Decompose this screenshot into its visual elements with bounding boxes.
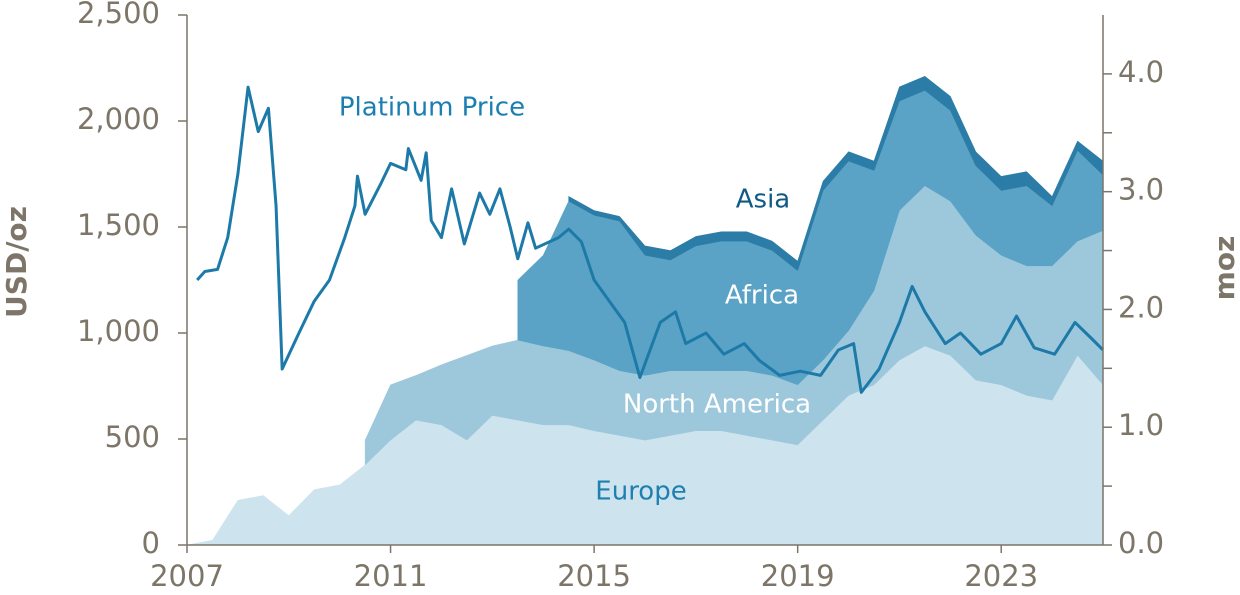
y-tick-label: 1,500 <box>77 208 160 242</box>
x-tick-label: 2011 <box>354 559 428 593</box>
x-tick-label: 2019 <box>761 559 835 593</box>
series-label: Platinum Price <box>339 93 525 123</box>
series-label: Asia <box>736 185 791 215</box>
series-label: Europe <box>595 477 686 507</box>
series-label: North America <box>623 390 811 420</box>
y2-axis-title: moz <box>1208 236 1240 301</box>
series-label: Africa <box>725 281 799 311</box>
line <box>196 85 1105 394</box>
x-tick-label: 2007 <box>150 559 224 593</box>
x-tick-label: 2023 <box>964 559 1038 593</box>
x-tick-label: 2015 <box>557 559 631 593</box>
y-tick-label: 2,000 <box>77 102 160 136</box>
y-tick-label: 500 <box>105 420 160 454</box>
y-tick-label: 2,500 <box>77 0 160 30</box>
y2-tick-label: 1.0 <box>1118 408 1164 442</box>
y2-tick-label: 4.0 <box>1118 55 1164 89</box>
y2-tick-label: 0.0 <box>1118 526 1164 560</box>
y2-tick-label: 2.0 <box>1118 290 1164 324</box>
y2-tick-label: 3.0 <box>1118 173 1164 207</box>
y-tick-label: 0 <box>142 526 160 560</box>
y-tick-label: 1,000 <box>77 314 160 348</box>
y-axis-title: USD/oz <box>0 206 33 318</box>
